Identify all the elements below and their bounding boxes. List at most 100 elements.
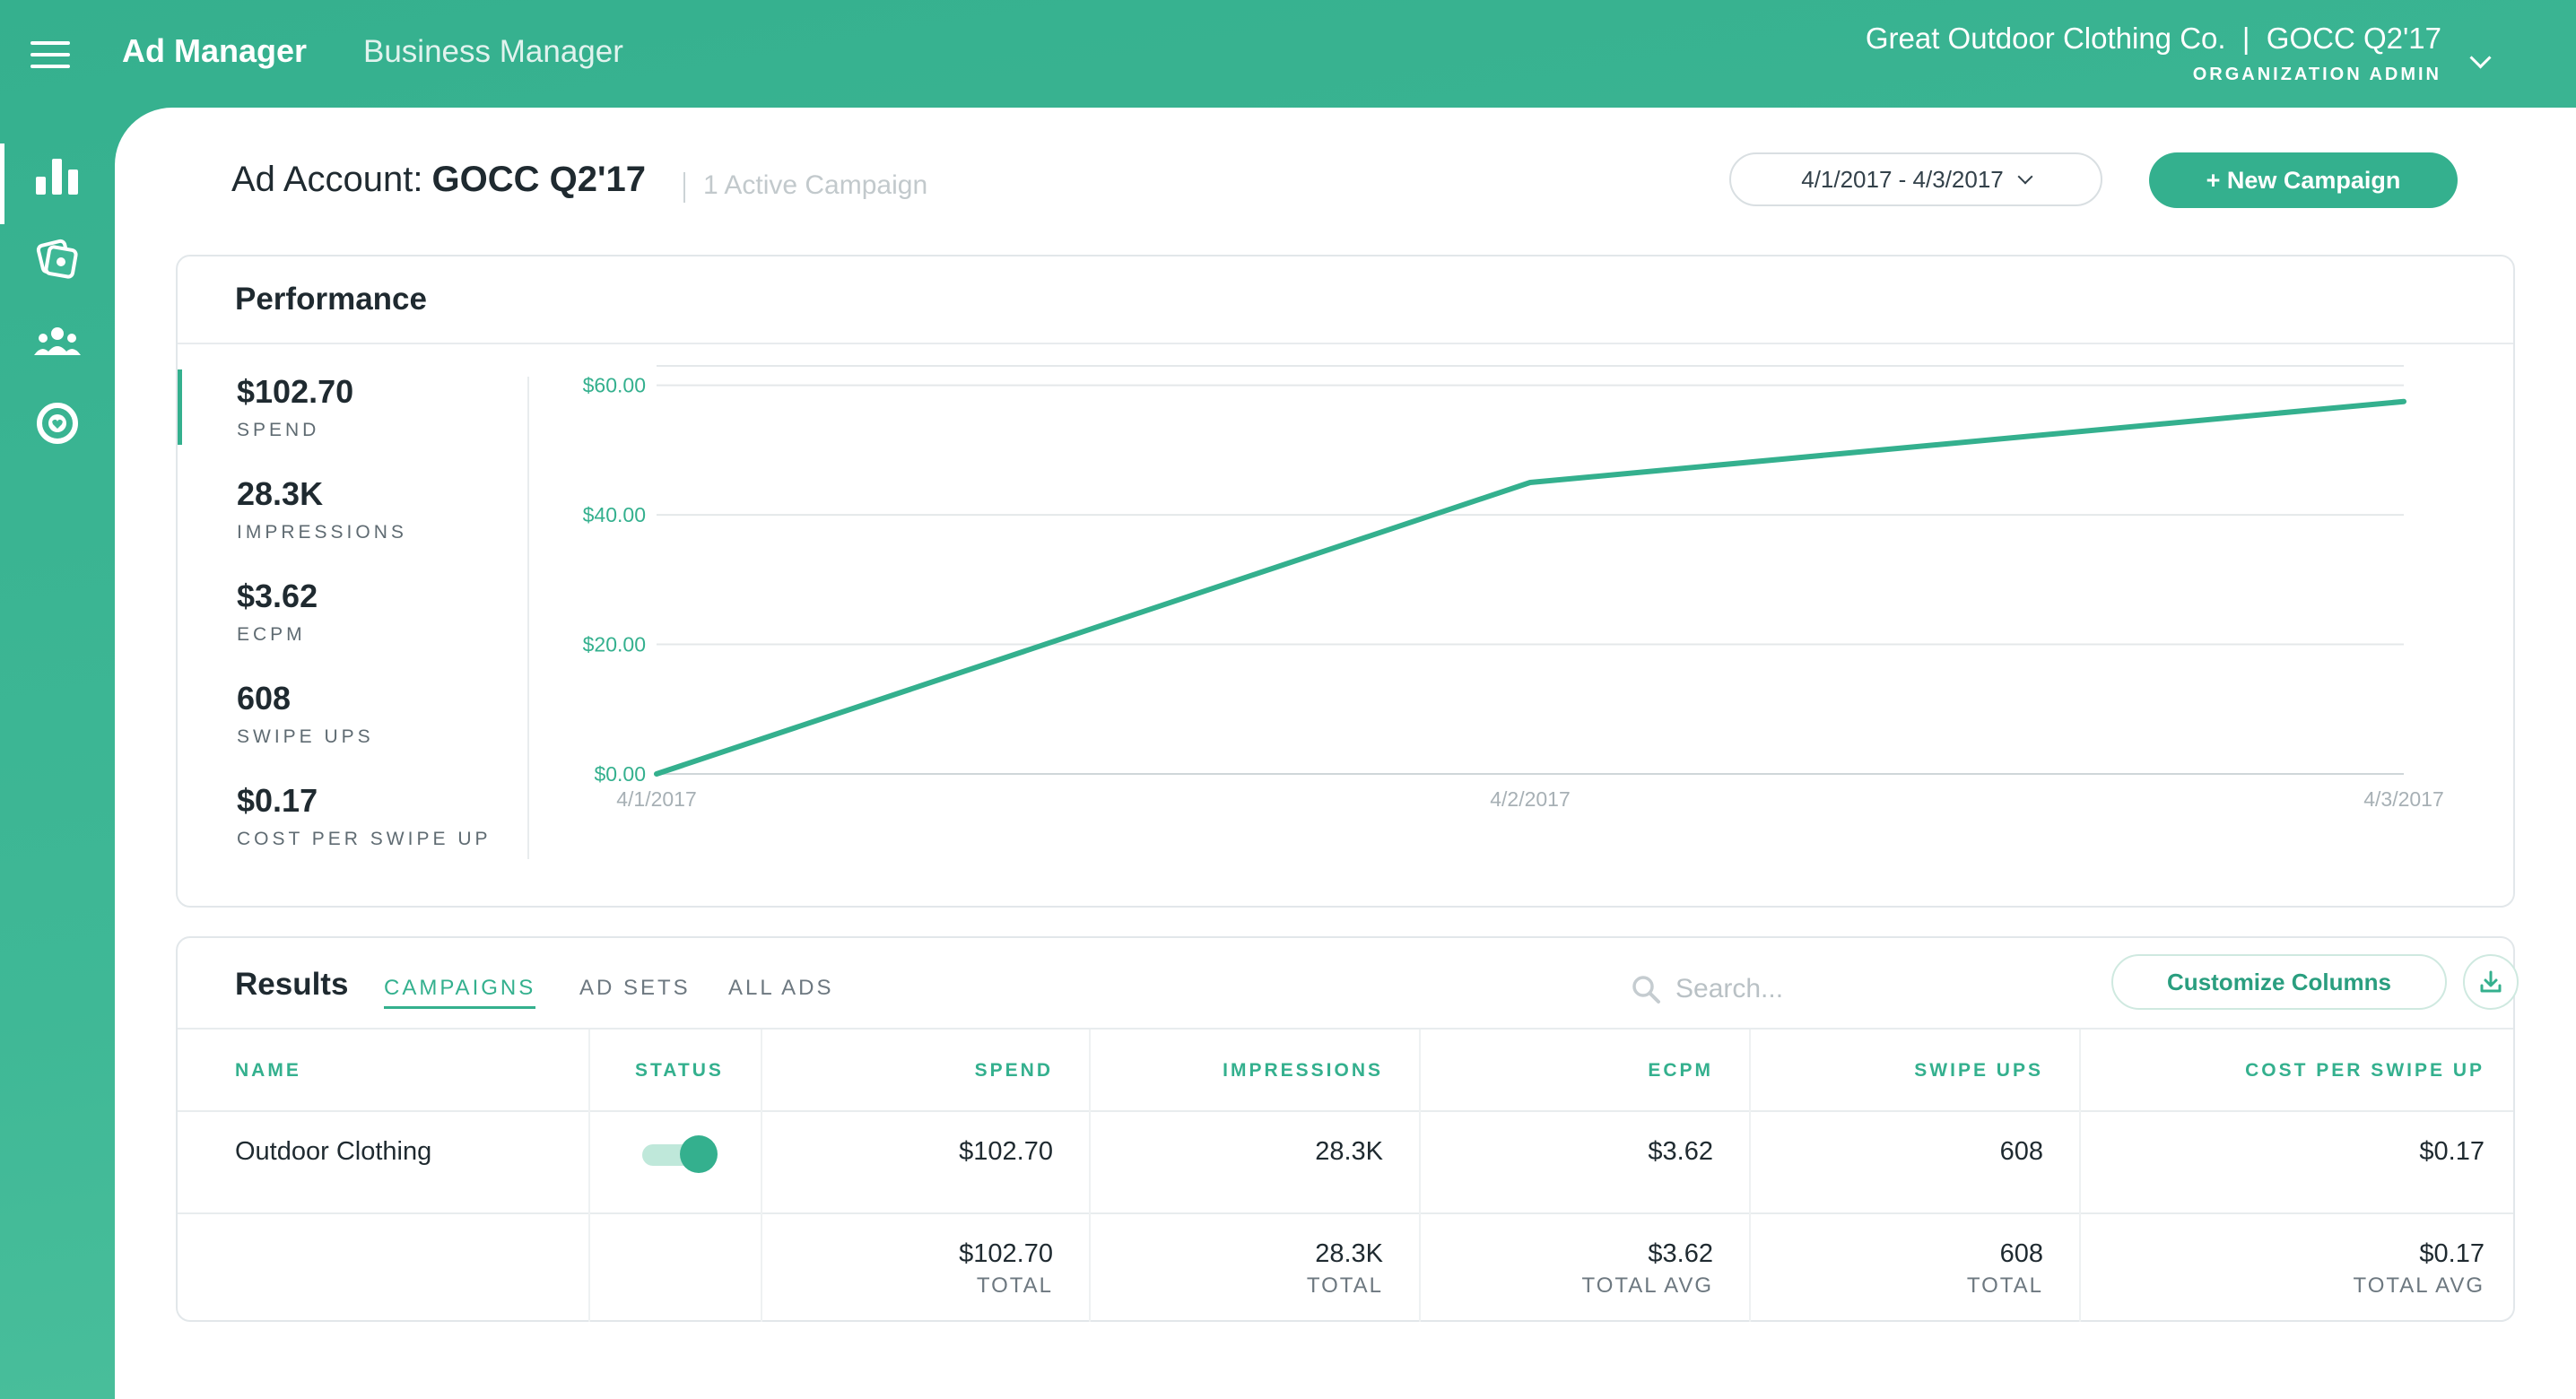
results-card: Results CAMPAIGNS AD SETS ALL ADS Custom… [176,936,2519,1322]
org-name: Great Outdoor Clothing Co. | GOCC Q2'17 [1865,22,2441,55]
cell-spend: $102.70 [959,1137,1053,1166]
total-label: TOTAL [976,1273,1053,1298]
stat-cost-per-swipe-up[interactable]: $0.17 COST PER SWIPE UP [178,782,527,884]
total-label: TOTAL AVG [2353,1273,2485,1298]
column-divider [588,1030,590,1322]
stat-spend[interactable]: $102.70 SPEND [178,369,527,475]
total-ecpm: $3.62 [1648,1239,1713,1268]
column-header-cost-per-swipe-up[interactable]: COST PER SWIPE UP [2245,1060,2485,1081]
account-name: GOCC Q2'17 [431,160,646,199]
divider [178,343,2513,344]
download-button[interactable] [2463,954,2519,1010]
date-range-label: 4/1/2017 - 4/3/2017 [1801,165,2004,193]
total-label: TOTAL [1306,1273,1383,1298]
sidebar-item-support[interactable] [0,382,115,465]
menu-icon[interactable] [30,41,70,68]
sidebar-item-analytics[interactable] [0,135,115,224]
status-toggle[interactable] [642,1135,718,1173]
business-manager-link[interactable]: Business Manager [363,34,623,69]
total-label: TOTAL [1966,1273,2043,1298]
cell-impressions: 28.3K [1315,1137,1383,1166]
toggle-knob [680,1135,718,1173]
total-label: TOTAL AVG [1581,1273,1713,1298]
sidebar [0,135,115,465]
stat-label: ECPM [237,624,306,645]
total-impressions: 28.3K [1315,1239,1383,1268]
divider [527,377,529,859]
campaign-name-link[interactable]: Outdoor Clothing [235,1137,432,1166]
stat-swipe-ups[interactable]: 608 SWIPE UPS [178,680,527,782]
total-cost-per-swipe-up: $0.17 [2419,1239,2485,1268]
tab-ad-sets[interactable]: AD SETS [579,976,691,1000]
customize-columns-button[interactable]: Customize Columns [2111,954,2447,1010]
divider [178,1028,2513,1030]
column-header-impressions[interactable]: IMPRESSIONS [1223,1060,1383,1081]
search-input[interactable] [1674,969,1946,1010]
stat-value: 28.3K [237,475,324,512]
column-divider [1089,1030,1091,1322]
series-line [654,398,2406,777]
stat-ecpm[interactable]: $3.62 ECPM [178,578,527,680]
stat-impressions[interactable]: 28.3K IMPRESSIONS [178,475,527,578]
page-title: Ad Account: GOCC Q2'17 [231,160,646,200]
account-label: Ad Account: [231,160,423,199]
column-header-ecpm[interactable]: ECPM [1648,1060,1713,1081]
active-campaigns-count: 1 Active Campaign [703,170,928,200]
audiences-icon [34,327,81,355]
column-divider [2079,1030,2081,1322]
search-icon [1632,976,1660,1004]
stat-label: SWIPE UPS [237,726,374,747]
creative-library-icon [36,239,78,279]
tab-campaigns[interactable]: CAMPAIGNS [384,976,536,1009]
support-icon [37,403,78,444]
performance-card: Performance $102.70 SPEND 28.3K IMPRESSI… [176,255,2515,908]
main-panel: Ad Account: GOCC Q2'17 1 Active Campaign … [115,108,2576,1399]
divider [178,1110,2513,1112]
y-tick-label: $60.00 [583,374,646,397]
column-header-status[interactable]: STATUS [635,1060,724,1081]
chevron-down-icon[interactable] [2469,47,2492,69]
date-range-picker[interactable]: 4/1/2017 - 4/3/2017 [1729,152,2102,206]
download-icon [2480,970,2502,993]
column-divider [1419,1030,1421,1322]
tab-all-ads[interactable]: ALL ADS [728,976,834,1000]
y-tick-label: $0.00 [594,762,646,786]
stat-value: $0.17 [237,782,318,819]
sidebar-item-audiences[interactable] [0,300,115,382]
new-campaign-button[interactable]: + New Campaign [2149,152,2458,208]
divider [683,172,685,203]
column-divider [761,1030,762,1322]
bar-chart-icon [36,159,78,195]
divider [178,1212,2513,1214]
sidebar-item-creative[interactable] [0,217,115,300]
total-spend: $102.70 [959,1239,1053,1268]
results-title: Results [235,967,349,1002]
total-swipe-ups: 608 [1999,1239,2043,1268]
x-tick-label: 4/1/2017 [616,787,697,811]
stat-label: IMPRESSIONS [237,522,407,543]
cell-swipe-ups: 608 [1999,1137,2043,1166]
stats-list: $102.70 SPEND 28.3K IMPRESSIONS $3.62 EC… [178,369,527,884]
performance-chart: $0.00 $20.00 $40.00 $60.00 4/1/2017 4/2/2017 4… [583,365,2444,811]
cell-ecpm: $3.62 [1648,1137,1713,1166]
stat-value: $102.70 [237,373,354,410]
column-header-spend[interactable]: SPEND [974,1060,1053,1081]
stat-label: SPEND [237,420,320,440]
top-bar: Ad Manager Business Manager Great Outdoo… [0,0,2576,109]
performance-title: Performance [235,282,427,317]
y-tick-label: $40.00 [583,503,646,526]
org-role: ORGANIZATION ADMIN [2192,65,2441,84]
cell-cost-per-swipe-up: $0.17 [2419,1137,2485,1166]
org-switcher[interactable]: Great Outdoor Clothing Co. | GOCC Q2'17 … [1866,22,2441,85]
stat-value: $3.62 [237,578,318,614]
stat-label: COST PER SWIPE UP [237,829,492,849]
column-header-swipe-ups[interactable]: SWIPE UPS [1914,1060,2043,1081]
x-tick-label: 4/2/2017 [1490,787,1571,811]
column-divider [1749,1030,1751,1322]
column-header-name[interactable]: NAME [235,1060,301,1081]
stat-value: 608 [237,680,292,717]
x-tick-label: 4/3/2017 [2363,787,2444,811]
chevron-down-icon [2017,169,2033,185]
app-title[interactable]: Ad Manager [122,32,308,69]
y-tick-label: $20.00 [583,633,646,656]
